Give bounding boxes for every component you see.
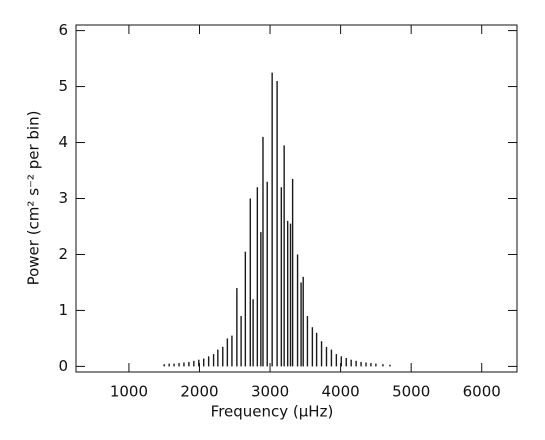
- y-tick-label: 0: [58, 357, 68, 375]
- x-axis-label: Frequency (μHz): [211, 403, 334, 421]
- x-tick-label: 3000: [251, 383, 289, 401]
- x-tick-label: 6000: [463, 383, 501, 401]
- plot-frame: [75, 24, 518, 373]
- y-axis-label: Power (cm² s⁻² per bin): [25, 111, 43, 286]
- x-tick-label: 4000: [322, 383, 360, 401]
- x-tick-label: 2000: [180, 383, 218, 401]
- y-tick-label: 6: [58, 21, 68, 39]
- x-tick-label: 1000: [110, 383, 148, 401]
- x-tick-label: 5000: [392, 383, 430, 401]
- y-tick-label: 3: [58, 189, 68, 207]
- y-tick-label: 4: [58, 133, 68, 151]
- y-tick-label: 1: [58, 301, 68, 319]
- y-tick-label: 5: [58, 77, 68, 95]
- y-tick-label: 2: [58, 245, 68, 263]
